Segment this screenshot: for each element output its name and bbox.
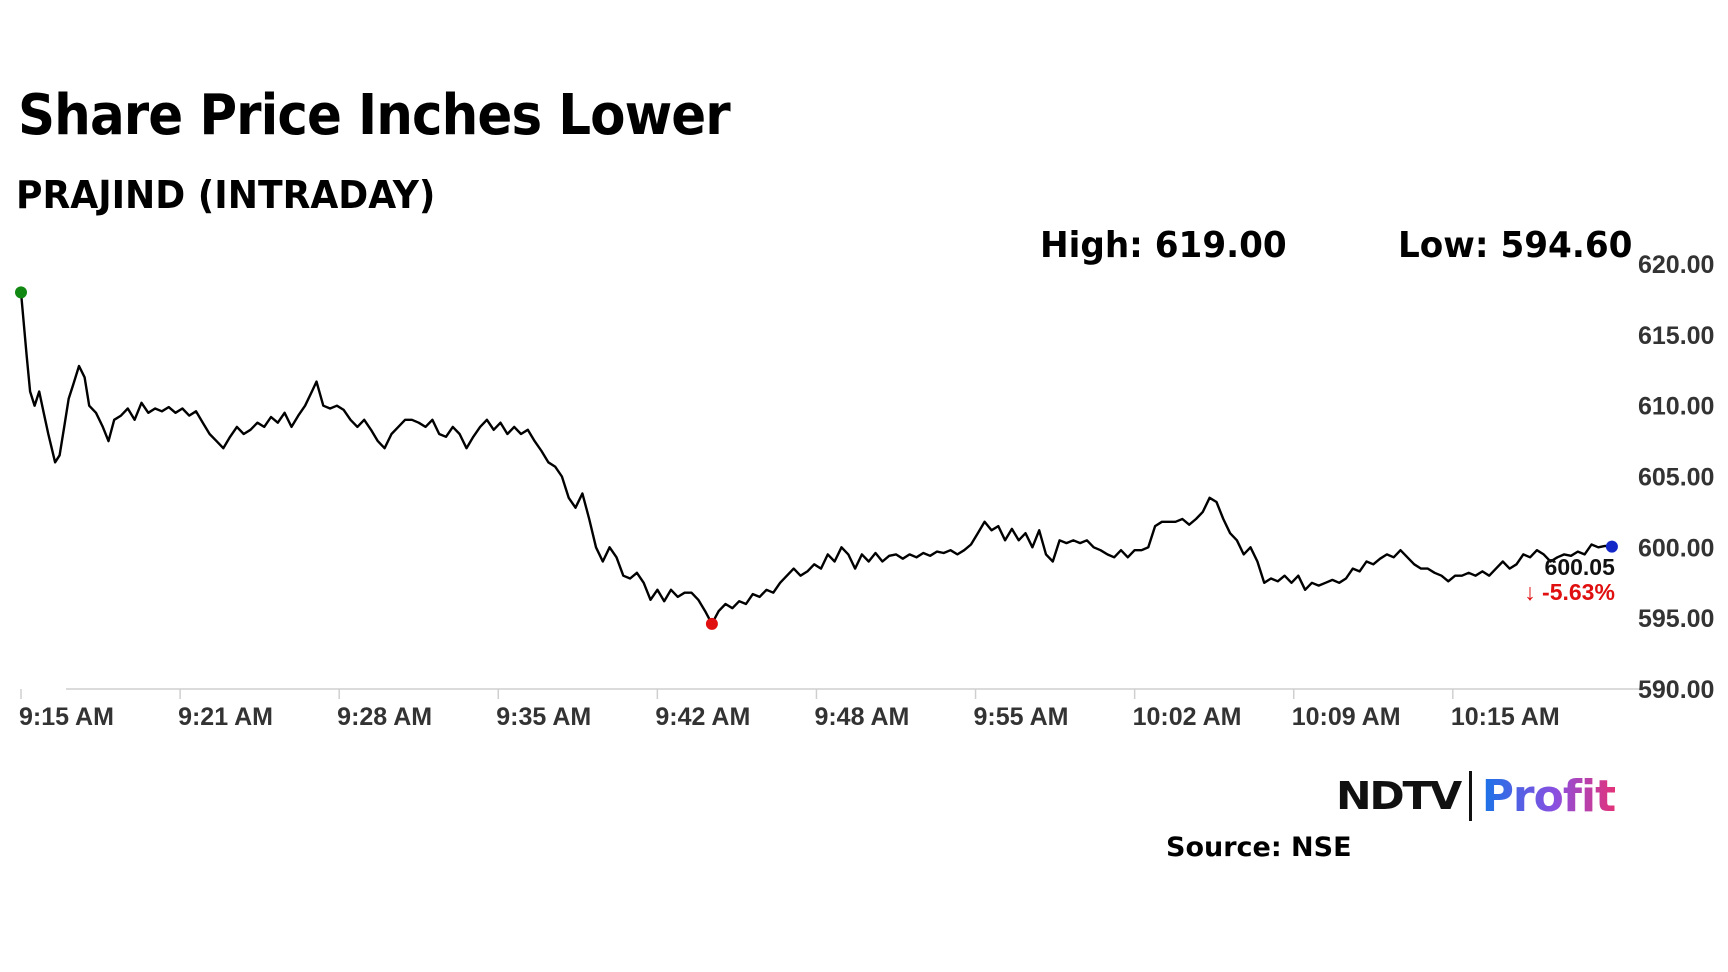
- y-tick-label: 615.00: [1638, 322, 1714, 350]
- x-tick-label: 10:02 AM: [1133, 703, 1242, 731]
- x-tick-label: 9:35 AM: [496, 703, 591, 731]
- y-tick-label: 590.00: [1638, 676, 1714, 704]
- change-label: ↓ -5.63%: [1524, 579, 1615, 605]
- logo-ndtv-text: NDTV: [1336, 774, 1462, 818]
- low-value-label: Low: 594.60: [1398, 225, 1633, 266]
- start-point-marker: [15, 286, 27, 299]
- price-series-line: [19, 292, 1613, 625]
- chart-title: Share Price Inches Lower: [18, 83, 731, 148]
- chart-subtitle: PRAJIND (INTRADAY): [16, 173, 436, 217]
- y-tick-label: 605.00: [1638, 464, 1714, 492]
- x-tick-label: 9:21 AM: [178, 703, 273, 731]
- x-tick-label: 10:15 AM: [1451, 703, 1560, 731]
- y-tick-label: 595.00: [1638, 605, 1714, 633]
- x-tick-label: 9:42 AM: [655, 703, 750, 731]
- last-value-label: 600.05: [1545, 554, 1616, 580]
- ndtv-profit-logo: NDTV Profit: [1336, 770, 1616, 822]
- last-point-marker: [1605, 540, 1618, 553]
- high-value-label: High: 619.00: [1040, 225, 1287, 266]
- x-tick-label: 9:28 AM: [337, 703, 432, 731]
- y-tick-label: 600.00: [1638, 534, 1714, 562]
- low-point-marker: [705, 617, 718, 630]
- x-tick-label: 9:55 AM: [974, 703, 1069, 731]
- y-tick-label: 610.00: [1638, 393, 1714, 421]
- x-tick-label: 9:15 AM: [19, 703, 114, 731]
- y-tick-label: 620.00: [1638, 251, 1714, 279]
- x-tick-label: 10:09 AM: [1292, 703, 1401, 731]
- source-label: Source: NSE: [1166, 832, 1352, 863]
- x-tick-label: 9:48 AM: [814, 703, 909, 731]
- logo-profit-text: Profit: [1481, 770, 1616, 822]
- logo-divider: [1468, 771, 1472, 821]
